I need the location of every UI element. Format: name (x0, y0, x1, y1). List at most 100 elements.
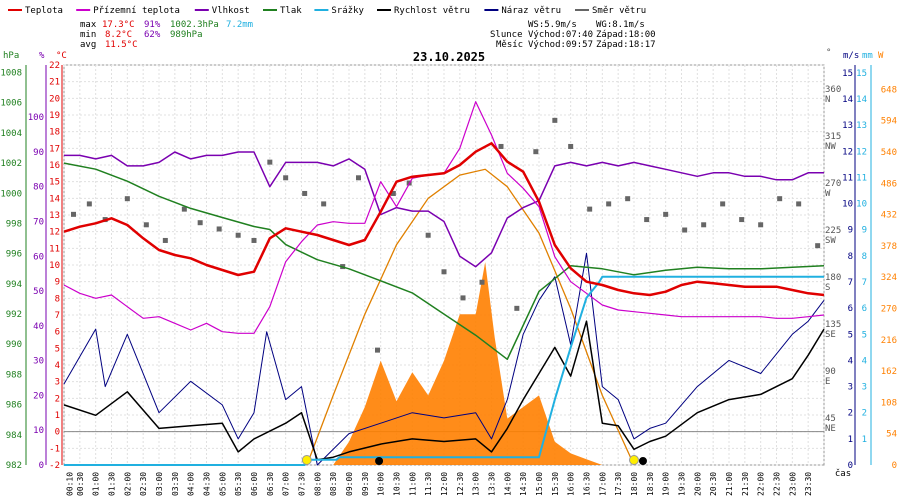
unit-pct: % (39, 51, 45, 61)
tick-time-14: 07:00 (282, 472, 291, 496)
tick-time-44: 22:00 (757, 472, 766, 496)
stats-panel: max 17.3°C 91% 1002.3hPa 7.2mm min 8.2°C… (80, 20, 656, 50)
tick-hpa-10: 1002 (0, 159, 22, 169)
tick-c-12: 10 (49, 261, 60, 271)
tick-w-10: 540 (881, 148, 897, 158)
tick-mm-11: 12 (856, 147, 867, 157)
tick-time-34: 17:00 (598, 472, 607, 496)
unit-ms: m/s (843, 51, 859, 61)
tick-mm-9: 10 (856, 200, 867, 210)
tick-w-12: 648 (881, 85, 897, 95)
tick-w-8: 432 (881, 211, 897, 221)
stat-min-press: 989hPa (170, 30, 203, 40)
stat-min-label: min (80, 30, 96, 40)
tick-ms-1: 1 (848, 435, 853, 445)
tick-c-2: 0 (55, 428, 60, 438)
wind-dir-point-26 (533, 149, 539, 155)
axes: hPa% °C9829849869889909929949969981000100… (0, 48, 897, 496)
tick-ms-4: 4 (848, 356, 853, 366)
tick-dir-name-2: SE (825, 330, 836, 340)
tick-c-17: 15 (49, 178, 60, 188)
legend-label-4: Srážky (331, 6, 364, 16)
wind-dir-point-3 (124, 196, 130, 202)
tick-c-13: 11 (49, 244, 60, 254)
tick-hpa-11: 1004 (0, 129, 22, 139)
tick-c-20: 18 (49, 128, 60, 138)
tick-mm-13: 14 (856, 95, 867, 105)
wind-dir-point-21 (441, 269, 447, 275)
legend-label-5: Rychlost větru (394, 6, 470, 16)
tick-time-1: 00:30 (76, 472, 85, 496)
tick-pct-10: 100 (28, 113, 44, 123)
tick-ms-13: 13 (842, 121, 853, 131)
tick-w-6: 324 (881, 273, 897, 283)
tick-c-8: 6 (55, 328, 60, 338)
tick-mm-14: 15 (856, 69, 867, 79)
tick-time-47: 23:30 (804, 472, 813, 496)
stat-avg-temp: 11.5°C (105, 40, 138, 50)
tick-mm-4: 5 (862, 330, 867, 340)
wind-dir-point-27 (552, 117, 558, 123)
tick-hpa-7: 996 (6, 250, 22, 260)
tick-hpa-1: 984 (6, 431, 22, 441)
tick-c-10: 8 (55, 294, 60, 304)
tick-c-24: 22 (49, 61, 60, 71)
tick-c-22: 20 (49, 94, 60, 104)
wind-dir-point-25 (514, 305, 520, 311)
tick-time-22: 11:00 (408, 472, 417, 496)
stat-min-temp: 8.2°C (105, 30, 132, 40)
moon-marker-1 (638, 457, 647, 465)
sun-marker-0 (301, 455, 312, 465)
tick-time-31: 15:30 (551, 472, 560, 496)
tick-time-24: 12:00 (440, 472, 449, 496)
wind-dir-point-23 (479, 279, 485, 285)
tick-w-3: 162 (881, 367, 897, 377)
legend: Teplota Přízemní teplota Vlhkost Tlak Srážky… (8, 6, 646, 16)
tick-time-23: 11:30 (424, 472, 433, 496)
tick-time-20: 10:00 (377, 472, 386, 496)
legend-label-0: Teplota (25, 6, 63, 16)
tick-time-19: 09:30 (361, 472, 370, 496)
tick-dir-val-6: 315 (825, 132, 841, 142)
wind-dir-point-0 (71, 211, 76, 217)
stat-wg: WG:8.1m/s (596, 20, 645, 30)
unit-deg: ° (826, 48, 831, 58)
tick-hpa-3: 988 (6, 370, 22, 380)
tick-time-16: 08:00 (313, 472, 322, 496)
series-line-2 (63, 162, 825, 361)
tick-ms-0: 0 (848, 461, 853, 471)
stat-ws: WS:5.9m/s (528, 20, 577, 30)
stat-max-rain: 7.2mm (226, 20, 253, 30)
unit-hpa: hPa (3, 51, 19, 61)
tick-time-6: 03:00 (155, 472, 164, 496)
tick-w-11: 594 (881, 117, 897, 127)
tick-time-37: 18:30 (646, 472, 655, 496)
wind-dir-point-9 (235, 232, 241, 238)
tick-dir-name-7: N (825, 95, 830, 105)
tick-c-11: 9 (55, 278, 60, 288)
tick-dir-val-0: 45 (825, 414, 836, 424)
tick-time-33: 16:30 (583, 472, 592, 496)
plot-area (63, 101, 825, 466)
tick-pct-6: 60 (33, 252, 44, 262)
wind-dir-point-40 (796, 201, 802, 207)
stat-avg-label: avg (80, 40, 96, 50)
tick-w-9: 486 (881, 179, 897, 189)
moon-marker-0 (375, 457, 384, 465)
tick-time-38: 19:00 (662, 472, 671, 496)
tick-c-3: 1 (55, 411, 60, 421)
tick-dir-name-6: NW (825, 142, 836, 152)
series-line-6 (63, 142, 825, 297)
tick-mm-0: 1 (862, 435, 867, 445)
tick-time-11: 05:30 (234, 472, 243, 496)
tick-time-26: 13:00 (472, 472, 481, 496)
wind-dir-point-29 (587, 206, 593, 212)
tick-time-42: 21:00 (725, 472, 734, 496)
tick-w-0: 0 (892, 461, 897, 471)
tick-dir-name-3: S (825, 283, 830, 293)
stat-max-label: max (80, 20, 97, 30)
unit-w: W (878, 51, 884, 61)
series-line-3 (64, 151, 824, 268)
wind-dir-point-14 (321, 201, 327, 207)
